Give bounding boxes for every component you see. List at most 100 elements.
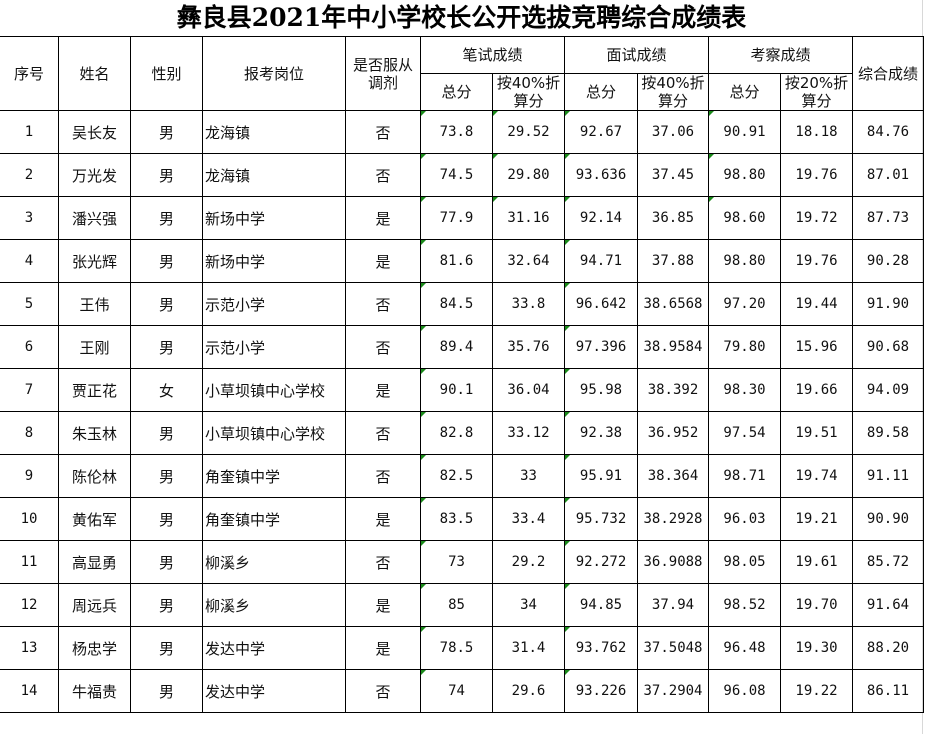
cell-interview-40[interactable]: 38.364 <box>637 454 709 498</box>
cell-inspection-20[interactable]: 15.96 <box>780 325 853 369</box>
cell-interview-total[interactable]: 94.71 <box>564 239 638 283</box>
cell-inspection-20[interactable]: 19.76 <box>780 153 853 197</box>
cell-name[interactable]: 张光辉 <box>58 239 131 283</box>
cell-written-total[interactable]: 81.6 <box>420 239 493 283</box>
cell-written-40[interactable]: 29.52 <box>492 110 565 154</box>
cell-written-40[interactable]: 33 <box>492 454 565 498</box>
cell-gender[interactable]: 男 <box>130 110 203 154</box>
header-written-40[interactable]: 按40%折算分 <box>492 73 565 111</box>
cell-name[interactable]: 潘兴强 <box>58 196 131 240</box>
cell-written-40[interactable]: 32.64 <box>492 239 565 283</box>
cell-interview-total[interactable]: 92.14 <box>564 196 638 240</box>
cell-seq[interactable]: 7 <box>0 368 59 412</box>
cell-post[interactable]: 柳溪乡 <box>202 583 346 627</box>
cell-adjust[interactable]: 是 <box>345 239 421 283</box>
cell-seq[interactable]: 9 <box>0 454 59 498</box>
cell-inspection-total[interactable]: 90.91 <box>708 110 781 154</box>
cell-total-score[interactable]: 84.76 <box>852 110 924 154</box>
cell-interview-total[interactable]: 93.636 <box>564 153 638 197</box>
cell-inspection-total[interactable]: 96.48 <box>708 626 781 670</box>
header-interview-40[interactable]: 按40%折算分 <box>637 73 709 111</box>
cell-written-40[interactable]: 31.4 <box>492 626 565 670</box>
cell-inspection-20[interactable]: 19.22 <box>780 669 853 713</box>
cell-written-total[interactable]: 74.5 <box>420 153 493 197</box>
cell-total-score[interactable]: 87.73 <box>852 196 924 240</box>
cell-interview-total[interactable]: 94.85 <box>564 583 638 627</box>
cell-inspection-total[interactable]: 98.80 <box>708 239 781 283</box>
cell-total-score[interactable]: 94.09 <box>852 368 924 412</box>
cell-seq[interactable]: 6 <box>0 325 59 369</box>
cell-gender[interactable]: 男 <box>130 153 203 197</box>
cell-gender[interactable]: 男 <box>130 411 203 455</box>
cell-adjust[interactable]: 是 <box>345 626 421 670</box>
cell-gender[interactable]: 男 <box>130 669 203 713</box>
cell-seq[interactable]: 8 <box>0 411 59 455</box>
header-interview[interactable]: 面试成绩 <box>564 36 709 74</box>
cell-seq[interactable]: 4 <box>0 239 59 283</box>
cell-adjust[interactable]: 否 <box>345 411 421 455</box>
cell-seq[interactable]: 10 <box>0 497 59 541</box>
cell-interview-40[interactable]: 38.6568 <box>637 282 709 326</box>
cell-post[interactable]: 新场中学 <box>202 196 346 240</box>
cell-interview-total[interactable]: 92.67 <box>564 110 638 154</box>
cell-adjust[interactable]: 否 <box>345 110 421 154</box>
cell-adjust[interactable]: 是 <box>345 196 421 240</box>
cell-interview-40[interactable]: 37.06 <box>637 110 709 154</box>
cell-seq[interactable]: 2 <box>0 153 59 197</box>
cell-written-40[interactable]: 35.76 <box>492 325 565 369</box>
cell-inspection-20[interactable]: 19.66 <box>780 368 853 412</box>
cell-interview-40[interactable]: 36.9088 <box>637 540 709 584</box>
cell-post[interactable]: 小草坝镇中心学校 <box>202 411 346 455</box>
header-inspection-total[interactable]: 总分 <box>708 73 781 111</box>
cell-interview-total[interactable]: 95.98 <box>564 368 638 412</box>
cell-adjust[interactable]: 否 <box>345 669 421 713</box>
cell-name[interactable]: 万光发 <box>58 153 131 197</box>
cell-gender[interactable]: 男 <box>130 196 203 240</box>
header-total-score[interactable]: 综合成绩 <box>852 36 924 111</box>
cell-interview-total[interactable]: 97.396 <box>564 325 638 369</box>
cell-post[interactable]: 小草坝镇中心学校 <box>202 368 346 412</box>
cell-seq[interactable]: 1 <box>0 110 59 154</box>
header-written[interactable]: 笔试成绩 <box>420 36 565 74</box>
header-name[interactable]: 姓名 <box>58 36 131 111</box>
cell-name[interactable]: 朱玉林 <box>58 411 131 455</box>
cell-inspection-20[interactable]: 19.61 <box>780 540 853 584</box>
cell-post[interactable]: 示范小学 <box>202 325 346 369</box>
header-inspection[interactable]: 考察成绩 <box>708 36 853 74</box>
cell-total-score[interactable]: 88.20 <box>852 626 924 670</box>
cell-name[interactable]: 牛福贵 <box>58 669 131 713</box>
cell-interview-total[interactable]: 93.762 <box>564 626 638 670</box>
cell-inspection-20[interactable]: 19.30 <box>780 626 853 670</box>
cell-interview-40[interactable]: 37.45 <box>637 153 709 197</box>
cell-post[interactable]: 柳溪乡 <box>202 540 346 584</box>
cell-gender[interactable]: 女 <box>130 368 203 412</box>
cell-total-score[interactable]: 90.28 <box>852 239 924 283</box>
cell-seq[interactable]: 13 <box>0 626 59 670</box>
cell-total-score[interactable]: 87.01 <box>852 153 924 197</box>
cell-gender[interactable]: 男 <box>130 497 203 541</box>
cell-inspection-20[interactable]: 19.21 <box>780 497 853 541</box>
cell-inspection-20[interactable]: 19.74 <box>780 454 853 498</box>
cell-seq[interactable]: 5 <box>0 282 59 326</box>
cell-name[interactable]: 杨忠学 <box>58 626 131 670</box>
cell-interview-total[interactable]: 95.91 <box>564 454 638 498</box>
cell-adjust[interactable]: 否 <box>345 540 421 584</box>
cell-name[interactable]: 黄佑军 <box>58 497 131 541</box>
cell-inspection-total[interactable]: 96.03 <box>708 497 781 541</box>
cell-written-total[interactable]: 77.9 <box>420 196 493 240</box>
cell-name[interactable]: 吴长友 <box>58 110 131 154</box>
cell-interview-40[interactable]: 37.5048 <box>637 626 709 670</box>
cell-written-40[interactable]: 34 <box>492 583 565 627</box>
cell-written-total[interactable]: 73 <box>420 540 493 584</box>
cell-name[interactable]: 周远兵 <box>58 583 131 627</box>
header-interview-total[interactable]: 总分 <box>564 73 638 111</box>
cell-interview-total[interactable]: 93.226 <box>564 669 638 713</box>
cell-written-40[interactable]: 36.04 <box>492 368 565 412</box>
cell-adjust[interactable]: 否 <box>345 325 421 369</box>
cell-inspection-total[interactable]: 98.80 <box>708 153 781 197</box>
cell-interview-40[interactable]: 38.9584 <box>637 325 709 369</box>
page-title[interactable]: 彝良县2021年中小学校长公开选拔竞聘综合成绩表 <box>0 0 923 37</box>
cell-adjust[interactable]: 是 <box>345 497 421 541</box>
cell-interview-40[interactable]: 37.88 <box>637 239 709 283</box>
cell-post[interactable]: 发达中学 <box>202 626 346 670</box>
